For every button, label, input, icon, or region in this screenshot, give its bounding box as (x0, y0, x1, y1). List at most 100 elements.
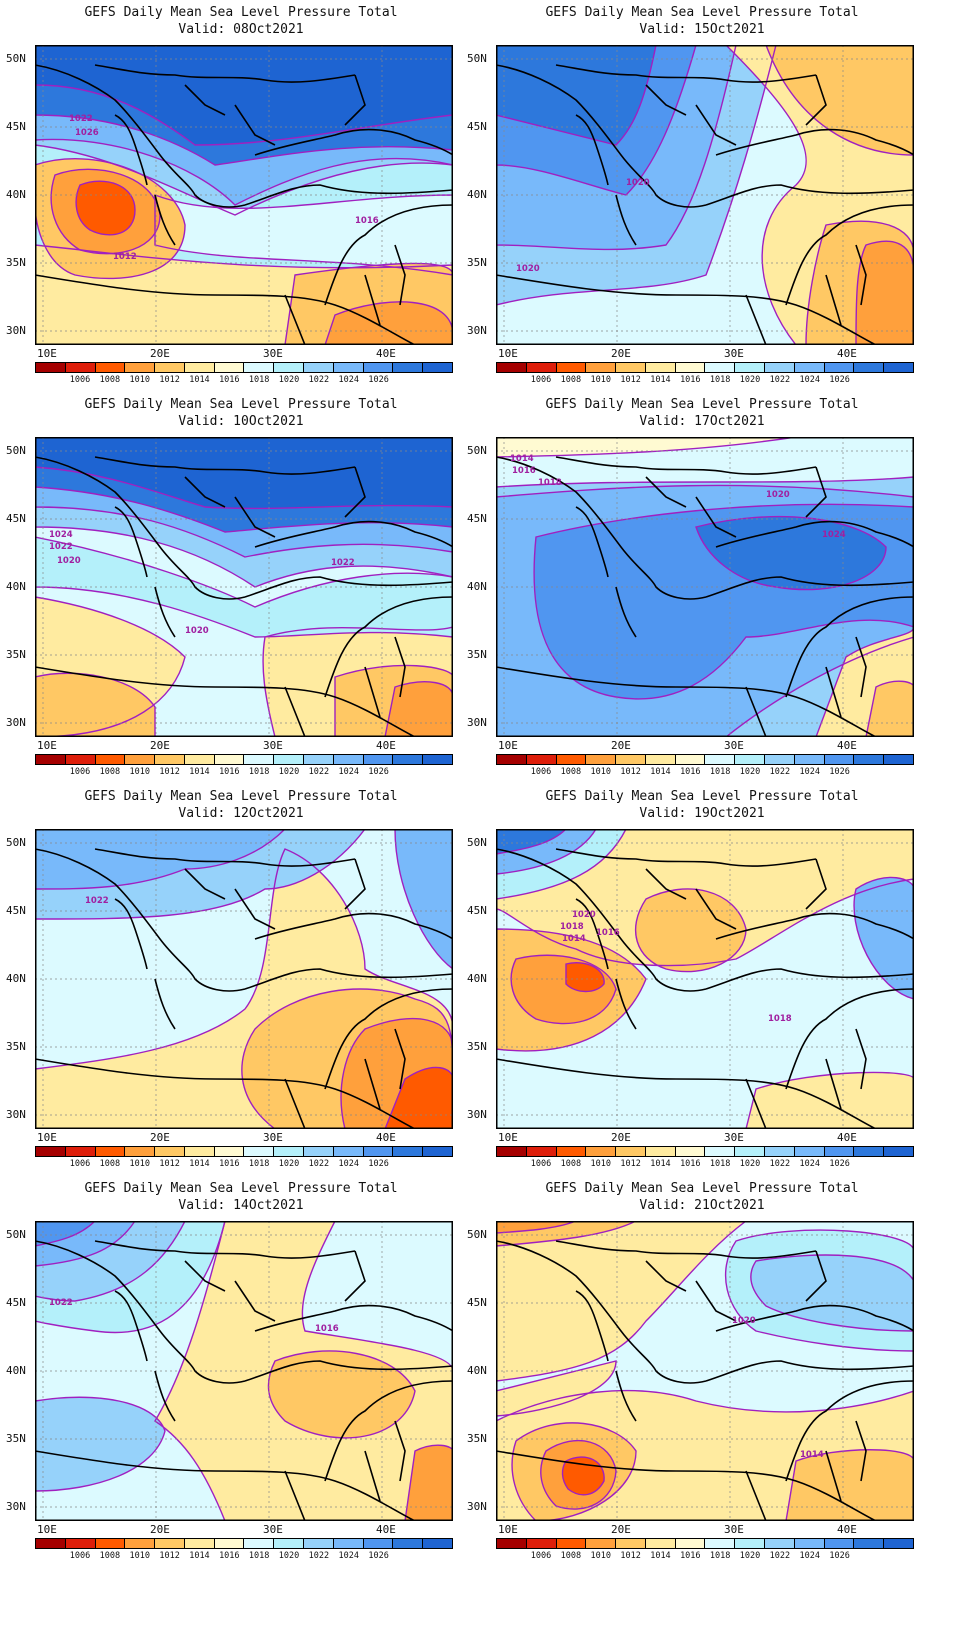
longitude-label: 20E (150, 1523, 170, 1536)
coastline (394, 1028, 406, 1090)
colorbar-swatch (497, 1147, 527, 1156)
latitude-label: 30N (6, 1108, 26, 1121)
colorbar-label: 1018 (709, 1159, 731, 1169)
pressure-fill (325, 301, 453, 345)
coastline (715, 912, 914, 940)
coastline (555, 848, 817, 867)
coastline (496, 666, 877, 737)
coastline (645, 84, 687, 116)
pressure-fill (635, 889, 746, 972)
isobar-line (404, 1444, 453, 1521)
longitude-label: 10E (498, 1131, 518, 1144)
colorbar-swatch (556, 755, 587, 764)
coastline (344, 466, 366, 518)
latitude-label: 35N (467, 256, 487, 269)
longitude-label: 10E (37, 1523, 57, 1536)
colorbar-label: 1008 (560, 767, 582, 777)
isobar-label: 1020 (185, 626, 209, 636)
latitude-label: 40N (6, 972, 26, 985)
coastline (745, 686, 767, 737)
coastline (35, 456, 246, 600)
colorbar-swatch (675, 363, 706, 372)
colorbar-swatch (125, 755, 156, 764)
coastline (184, 1260, 226, 1292)
coastline (785, 1380, 914, 1482)
pressure-fill (766, 45, 914, 155)
colorbar-swatch (393, 1539, 424, 1548)
coastline (575, 114, 609, 186)
isobar-line (50, 168, 161, 255)
pressure-fill (856, 241, 914, 345)
latitude-label: 50N (467, 52, 487, 65)
coastline (695, 104, 737, 146)
colorbar-swatch (36, 1147, 66, 1156)
colorbar-swatch (125, 1539, 156, 1548)
coastline (615, 586, 637, 638)
latitude-label: 35N (6, 256, 26, 269)
map-panel: GEFS Daily Mean Sea Level Pressure Total… (461, 0, 943, 410)
coastline (805, 1250, 827, 1302)
isobar-line (35, 244, 453, 345)
map-frame (496, 829, 914, 1129)
isobar-line (785, 1449, 914, 1521)
longitude-label: 30E (724, 739, 744, 752)
colorbar-label: 1024 (799, 375, 820, 385)
latitude-label: 35N (467, 648, 487, 661)
colorbar-swatch (645, 755, 676, 764)
coastline (496, 274, 877, 345)
isobar-label: 1012 (113, 252, 137, 262)
colorbar-label: 1022 (308, 375, 330, 385)
longitude-label: 40E (376, 1523, 396, 1536)
colorbar-swatch (675, 1147, 706, 1156)
isobar-label: 1020 (626, 178, 650, 188)
colorbar-label: 1024 (338, 1551, 359, 1561)
colorbar-swatch (586, 1539, 617, 1548)
latitude-label: 35N (6, 1040, 26, 1053)
isobar-line (496, 1221, 748, 1382)
latitude-label: 30N (6, 324, 26, 337)
colorbar-swatch (393, 363, 424, 372)
colorbar-label: 1010 (590, 1159, 611, 1169)
coastline (855, 636, 867, 698)
coastline (324, 988, 453, 1090)
colorbar-swatch (705, 1539, 736, 1548)
colorbar-label: 1026 (368, 1159, 389, 1169)
colorbar-label: 1016 (680, 1159, 701, 1169)
map-frame (35, 1221, 453, 1521)
colorbar-swatch (884, 363, 913, 372)
coastline (284, 1078, 306, 1129)
colorbar-swatch (155, 1147, 185, 1156)
coastline (745, 1078, 767, 1129)
map-panel: GEFS Daily Mean Sea Level Pressure Total… (0, 392, 482, 802)
colorbar-swatch (497, 1539, 527, 1548)
colorbar-label: 1022 (769, 1551, 791, 1561)
latitude-label: 30N (6, 1500, 26, 1513)
colorbar-swatch (884, 1539, 913, 1548)
colorbar-label: 1018 (248, 375, 270, 385)
coastline (496, 1240, 707, 1384)
longitude-label: 30E (724, 347, 744, 360)
longitude-label: 20E (611, 739, 631, 752)
longitude-label: 40E (837, 347, 857, 360)
isobar-line (496, 437, 797, 458)
latitude-label: 50N (467, 836, 487, 849)
colorbar-swatch (125, 363, 156, 372)
colorbar-label: 1008 (99, 1551, 121, 1561)
isobar-line (35, 45, 453, 166)
colorbar-swatch (304, 1147, 334, 1156)
coastline (254, 128, 453, 156)
colorbar-swatch (155, 363, 185, 372)
isobar-line (510, 954, 617, 1025)
isobar-line (340, 1017, 453, 1129)
isobar-label: 1016 (315, 1324, 339, 1334)
coastline (394, 636, 406, 698)
isobar-label: 1014 (562, 934, 586, 944)
isobar-line (35, 536, 453, 638)
isobar-line (35, 437, 453, 558)
coastline (496, 1450, 877, 1521)
colorbar-swatch (423, 755, 452, 764)
isobar-label: 1014 (800, 1450, 824, 1460)
colorbar-label: 1014 (650, 375, 671, 385)
pressure-map: 1020 1018 1016 1014 1018 (496, 829, 914, 1129)
isobar-label: 1022 (49, 1298, 73, 1308)
